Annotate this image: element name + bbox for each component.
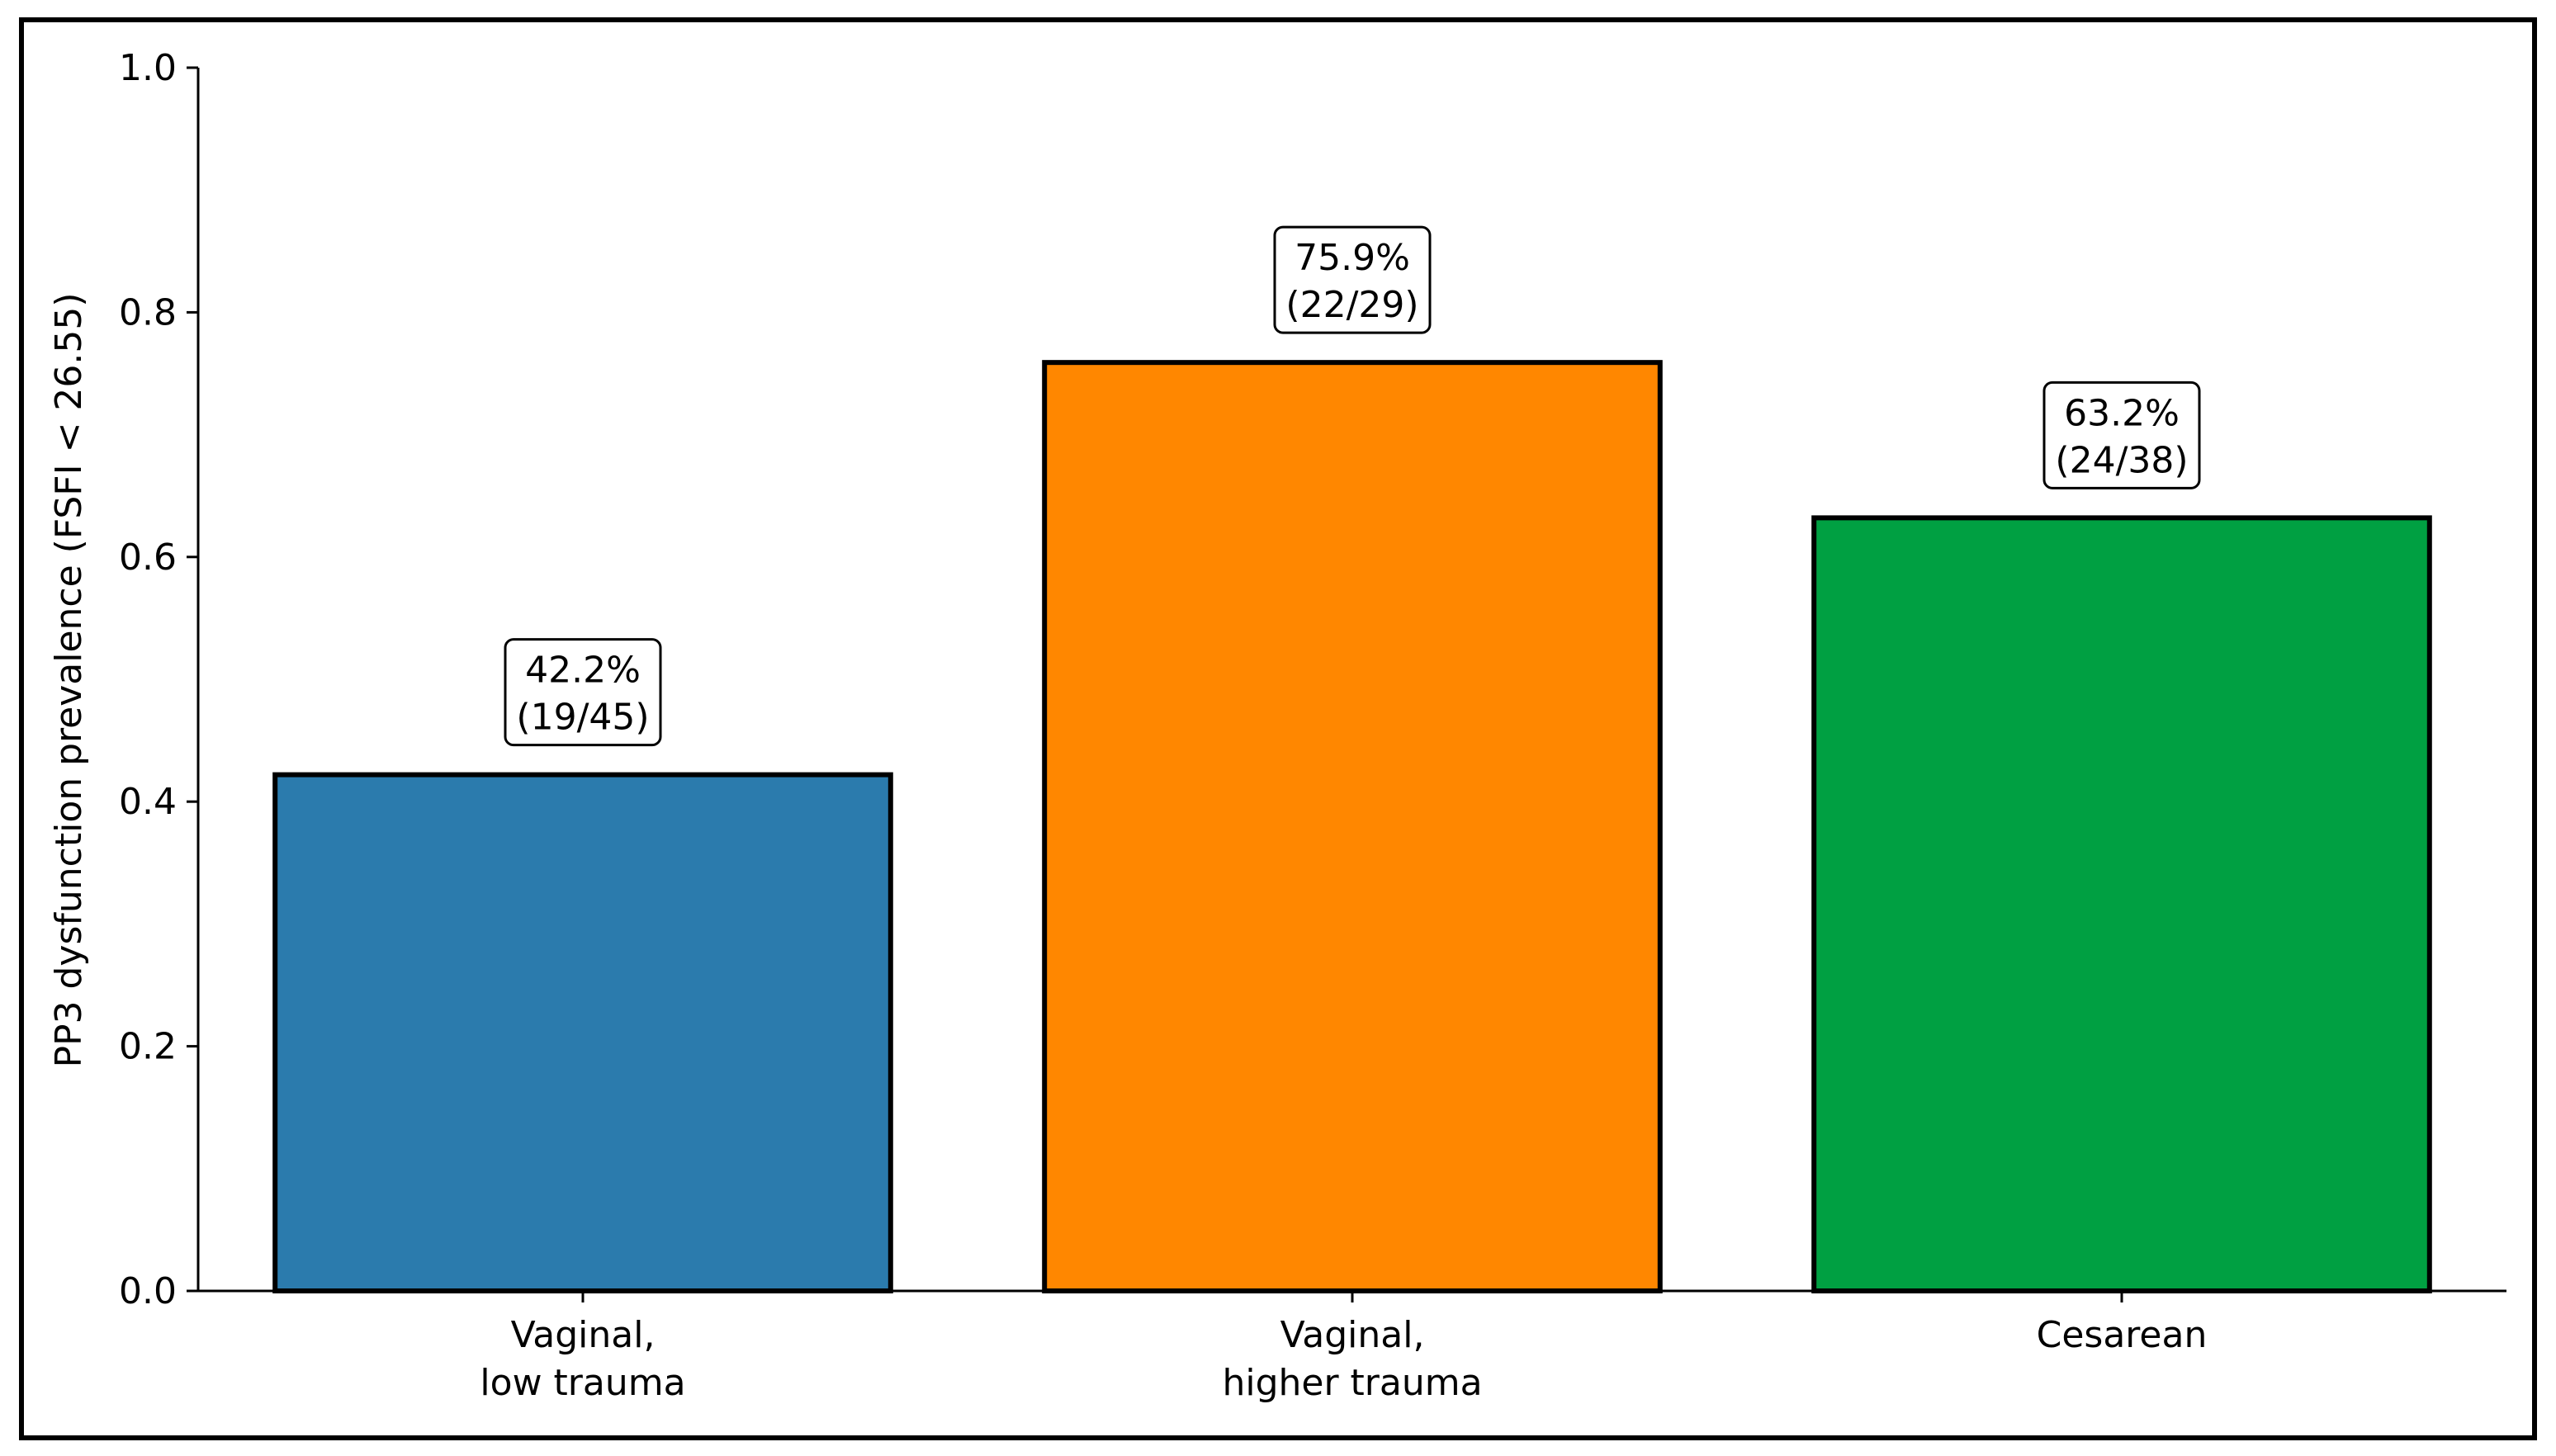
y-tick-label: 0.2 (119, 1026, 177, 1068)
y-tick-label: 1.0 (119, 47, 177, 89)
y-tick-label: 0.8 (119, 291, 177, 333)
bar (1811, 515, 2432, 1293)
data-label-box (1273, 225, 1432, 334)
data-label-box (2042, 381, 2201, 489)
bar (1042, 360, 1663, 1293)
x-tick-label: Cesarean (2037, 1314, 2208, 1356)
y-tick-label: 0.6 (119, 537, 177, 579)
x-tick-label: low trauma (480, 1362, 685, 1404)
data-label: (24/38) (2055, 439, 2188, 481)
y-axis-label: PP3 dysfunction prevalence (FSFI < 26.55… (48, 292, 90, 1067)
data-label: 75.9% (1295, 237, 1410, 279)
x-tick-label: Vaginal, (1280, 1314, 1425, 1356)
data-label: (22/29) (1285, 284, 1418, 326)
data-label-box (504, 638, 662, 747)
plot-area: 0.0 0.2 0.4 0.6 0.8 1.0 Vaginal, low trauma 42.2… (119, 47, 2506, 1404)
bar (272, 772, 893, 1293)
y-tick-label: 0.0 (119, 1270, 177, 1312)
data-label: (19/45) (516, 697, 649, 739)
x-tick-label: higher trauma (1222, 1362, 1482, 1404)
x-tick-label: Vaginal, (511, 1314, 656, 1356)
data-label: 42.2% (525, 650, 641, 692)
data-label: 63.2% (2064, 392, 2180, 434)
y-tick-label: 0.4 (119, 781, 177, 823)
